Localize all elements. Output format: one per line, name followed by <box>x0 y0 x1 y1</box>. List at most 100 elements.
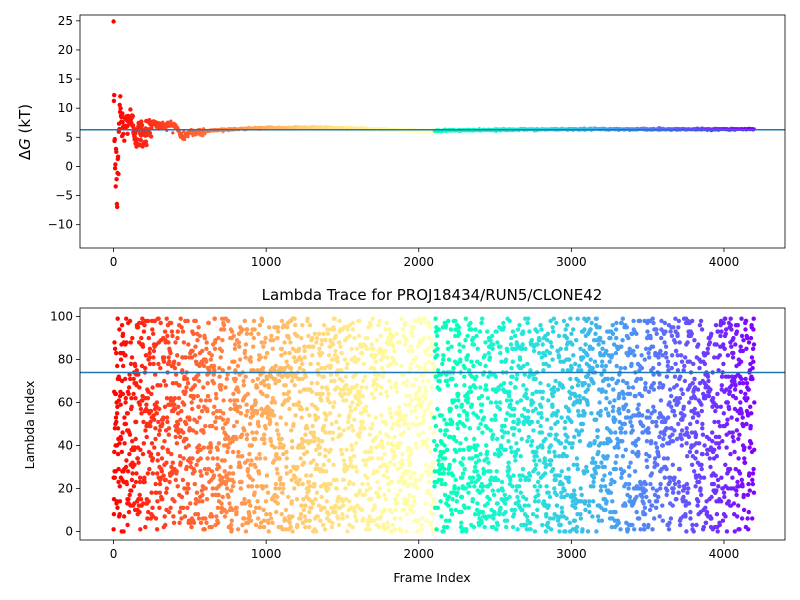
lambda-point <box>426 378 431 384</box>
lambda-point <box>421 419 426 425</box>
lambda-point <box>392 527 398 532</box>
lambda-point <box>120 430 125 435</box>
lambda-point <box>361 378 366 384</box>
lambda-point <box>210 456 216 461</box>
lambda-point <box>339 350 344 356</box>
lambda-point <box>235 363 241 369</box>
lambda-point <box>367 527 372 532</box>
lambda-point <box>450 376 455 382</box>
lambda-point <box>432 415 437 420</box>
lambda-point <box>415 486 420 491</box>
lambda-point <box>262 432 267 437</box>
lambda-point <box>384 469 390 474</box>
lambda-point <box>201 363 207 369</box>
lambda-point <box>309 505 314 510</box>
lambda-point <box>162 378 167 384</box>
lambda-point <box>396 404 402 409</box>
lambda-point <box>477 361 483 367</box>
lambda-point <box>266 520 271 525</box>
dg-point <box>143 139 149 144</box>
lambda-point <box>504 518 510 523</box>
lambda-point <box>518 490 524 495</box>
lambda-point <box>393 497 398 502</box>
lambda-point <box>169 451 174 457</box>
lambda-point <box>340 378 345 384</box>
lambda-point <box>456 391 461 397</box>
lambda-point <box>215 505 221 510</box>
lambda-point <box>292 486 297 491</box>
lambda-point <box>332 378 337 384</box>
lambda-point <box>469 327 474 332</box>
lambda-point <box>272 445 277 450</box>
lambda-point <box>308 473 314 478</box>
lambda-point <box>219 348 225 354</box>
lambda-point <box>115 451 121 457</box>
lambda-point <box>536 471 541 476</box>
lambda-point <box>245 408 250 414</box>
lambda-point <box>534 449 539 455</box>
lambda-point <box>465 333 470 339</box>
lambda-point <box>453 383 459 388</box>
lambda-point <box>525 361 530 367</box>
lambda-point <box>219 383 224 388</box>
lambda-point <box>506 466 512 472</box>
lambda-point <box>467 426 473 431</box>
lambda-point <box>450 473 456 478</box>
lambda-point <box>192 353 198 358</box>
lambda-point <box>471 342 477 347</box>
lambda-point <box>457 342 462 347</box>
lambda-point <box>484 387 489 392</box>
lambda-point <box>459 402 464 407</box>
lambda-point <box>419 404 424 409</box>
lambda-point <box>345 419 351 425</box>
lambda-point <box>273 486 278 491</box>
lambda-point <box>268 439 274 444</box>
lambda-point <box>414 477 419 483</box>
lambda-point <box>151 331 156 336</box>
lambda-point <box>275 501 280 506</box>
lambda-point <box>291 355 297 360</box>
lambda-point <box>535 488 540 493</box>
lambda-point <box>313 529 319 534</box>
lambda-point <box>344 398 349 403</box>
lambda-point <box>272 458 277 463</box>
dg-point <box>113 184 118 189</box>
lambda-point <box>287 350 292 356</box>
lambda-point <box>177 509 182 515</box>
lambda-point <box>111 512 117 517</box>
lambda-point <box>203 486 208 491</box>
lambda-point <box>244 432 250 437</box>
lambda-point <box>153 436 158 442</box>
lambda-point <box>227 501 232 506</box>
lambda-point <box>299 335 304 341</box>
lambda-point <box>265 393 270 399</box>
lambda-point <box>296 400 302 405</box>
lambda-point <box>380 445 385 450</box>
lambda-point <box>124 316 129 321</box>
y-tick-label: 0 <box>65 159 73 173</box>
lambda-point <box>487 355 493 360</box>
lambda-point <box>175 421 181 427</box>
lambda-point <box>417 477 423 483</box>
lambda-point <box>274 451 279 457</box>
lambda-point <box>314 340 319 345</box>
lambda-point <box>546 490 551 495</box>
lambda-point <box>455 426 460 431</box>
lambda-point <box>392 516 397 521</box>
lambda-point <box>508 342 514 347</box>
dg-point <box>144 142 149 148</box>
lambda-point <box>492 512 497 517</box>
lambda-point <box>417 316 422 321</box>
lambda-point <box>365 481 371 487</box>
lambda-point <box>369 342 375 347</box>
lambda-point <box>175 335 180 341</box>
lambda-point <box>349 346 354 351</box>
lambda-point <box>194 419 200 425</box>
lambda-point <box>270 520 275 525</box>
lambda-point <box>391 421 396 427</box>
lambda-point <box>429 344 435 349</box>
dg-point <box>114 149 119 154</box>
lambda-point <box>419 527 425 532</box>
lambda-point <box>546 363 552 369</box>
lambda-point <box>461 447 466 452</box>
